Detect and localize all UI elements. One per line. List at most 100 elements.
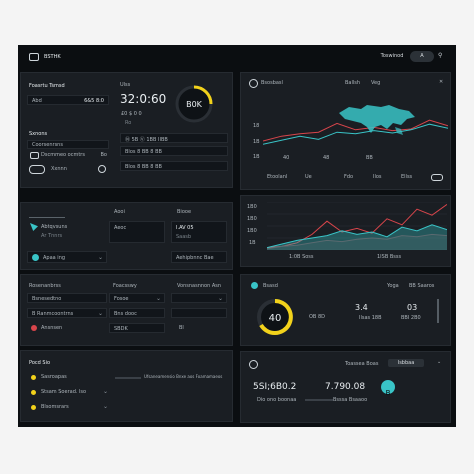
list-title: Sxnons: [29, 131, 48, 137]
trend-series-area-3: [267, 234, 447, 250]
y-label-1: 18: [253, 123, 260, 129]
list-row-3[interactable]: Xxnnn: [27, 165, 109, 174]
food-dot-icon: [31, 375, 36, 380]
legend-item-2[interactable]: Ue: [305, 174, 312, 180]
app-logo-icon: [29, 53, 39, 61]
food-value: Ufsaneamensio Bnxe aos Foamamaeos: [144, 374, 223, 379]
stats-big-2-sub: Bsssa Bsaaoo: [333, 397, 368, 403]
gauge-val-2-sub: BBI 2B0: [401, 315, 421, 321]
resource-right-2[interactable]: [171, 308, 227, 318]
legend-item-4[interactable]: Ilos: [373, 174, 382, 180]
overview-row-1[interactable]: Abd 6&5 8:0: [27, 95, 109, 105]
y-label-3: 1B: [253, 154, 260, 160]
food-panel: Pocd Sio Sasroapas Ufsaneamensio Bnxe ao…: [20, 350, 233, 422]
trend-series-area-2: [267, 224, 447, 250]
resource-mid-3[interactable]: SBDK: [109, 323, 165, 333]
item-sub: Ar Tnnrs: [41, 233, 63, 239]
gauge-val-1: 3.4: [355, 303, 368, 312]
continent-shape: [395, 127, 403, 135]
settings-icon[interactable]: ⚲: [438, 52, 443, 59]
resource-row-1[interactable]: Bsnesedtno: [27, 293, 107, 303]
map-series-line-2: [263, 123, 448, 145]
map-series-line-1: [263, 119, 448, 142]
item-right-label: Aehipbnnc Bae: [176, 255, 214, 261]
time-label: Ulss: [120, 82, 131, 88]
side-row-1[interactable]: Ⓝ 5B Ⓥ 1BB IIBB: [120, 133, 228, 143]
stats-badge[interactable]: B: [381, 380, 395, 397]
status-dot-icon: [32, 254, 39, 261]
sub-value: £0 $ 0 0: [121, 111, 142, 117]
gauge-panel-title: Bsasd: [263, 283, 278, 289]
stats-badge-label: B: [385, 389, 391, 397]
agents-left-title: Aooi: [114, 209, 125, 215]
resources-panel: Rosenanbrss Foacsswy Vonsnasnnon Asn Bsn…: [20, 274, 233, 346]
food-progress: [115, 377, 141, 379]
gauge-head-1: Yoga: [387, 283, 399, 289]
resource-mid-1[interactable]: Fosoe ⌄: [109, 293, 165, 303]
gauge-val-1-sub: Ilsas 18B: [359, 315, 382, 321]
close-icon[interactable]: ✕: [439, 79, 444, 85]
food-row-1[interactable]: Sasroapas Ufsaneamensio Bnxe aos Foamama…: [27, 373, 227, 383]
globe-icon: [249, 79, 258, 88]
map-legend: Etoolanl Ue Fdo Ilos Ellss: [249, 173, 449, 183]
trend-y-4: 1B: [249, 240, 256, 246]
overview-title: Foasrtu Tsmsd: [29, 83, 65, 89]
stats-top-button[interactable]: Isbbaa: [388, 359, 424, 367]
bike-icon: [29, 165, 45, 174]
list-row-2[interactable]: Dscmmeo ocmtrs Bo: [27, 151, 109, 160]
item-2[interactable]: Apaa ing ⌄: [27, 251, 107, 263]
gauge-arc: [193, 85, 213, 105]
resource-mid: Fosoe: [114, 296, 129, 302]
side-row-3[interactable]: Blos 8 BB 8 BB: [120, 161, 228, 171]
stats-arrow-icon[interactable]: ⌄: [437, 359, 442, 365]
y-label-2: 1B: [253, 139, 260, 145]
resource-mid: SBDK: [114, 326, 128, 332]
item-2-right[interactable]: Aehipbnnc Bae: [171, 251, 227, 263]
trend-panel: 1B0 1B0 1B0 1B 1:0B Soss 1ISB Bsss: [240, 195, 451, 267]
gauge-val-2: 03: [407, 303, 418, 312]
clock-icon: [249, 360, 258, 369]
resource-row-2[interactable]: B Ranmcoontrns ⌄: [27, 308, 107, 318]
resource-mid-2[interactable]: Bns dooc: [109, 308, 165, 318]
item-label: Apaa ing: [43, 255, 66, 261]
chevron-down-icon: ⌄: [155, 295, 161, 302]
legend-item-3[interactable]: Fdo: [344, 174, 354, 180]
chevron-down-icon: ⌄: [217, 295, 223, 302]
side-row-label: Ⓝ 5B Ⓥ 1BB IIBB: [125, 137, 168, 143]
list-row-value: Bo: [100, 152, 108, 158]
side-row-label: Blos 8 BB 8 BB: [125, 149, 162, 155]
map-title: Bsosbasl: [261, 80, 283, 86]
heart-icon: [31, 325, 37, 331]
stats-big-2: 7.790.08: [325, 382, 366, 392]
resource-mid: Bns dooc: [114, 311, 137, 317]
side-row-2[interactable]: Blos 8 BB 8 BB: [120, 146, 228, 156]
stats-progress-1: [305, 399, 333, 401]
resource-row-3[interactable]: Ansnsen: [27, 323, 107, 333]
list-row-1[interactable]: Coorsenrsns: [27, 140, 109, 149]
continent-shape: [339, 105, 415, 133]
side-row-label: Blos 8 BB 8 BB: [125, 164, 162, 170]
food-dot-icon: [31, 390, 36, 395]
item-1[interactable]: Abtqvsuns Ar Tnnrs: [27, 223, 107, 243]
vertical-bar: [437, 299, 439, 323]
resources-right-title: Vonsnasnnon Asn: [177, 283, 222, 289]
right-card[interactable]: I.AV 05 Saasb: [171, 221, 227, 243]
food-row-3[interactable]: Blsomsrars ⌄: [27, 403, 227, 413]
legend-item-5[interactable]: Ellss: [401, 174, 413, 180]
mid-card[interactable]: Aeoc: [109, 221, 165, 243]
gauge-text: B0K: [186, 100, 203, 109]
legend-item-1[interactable]: Etoolanl: [267, 174, 288, 180]
trend-bottom-left: 1:0B Soss: [289, 254, 314, 260]
resource-right-1[interactable]: ⌄: [171, 293, 227, 303]
user-menu-button[interactable]: Toswinod: [380, 53, 404, 59]
resource-right-3: Bl: [179, 325, 184, 331]
radio-icon[interactable]: [98, 165, 106, 173]
map-top-item-2[interactable]: Veg: [371, 80, 381, 86]
location-icon: [251, 282, 258, 289]
food-row-2[interactable]: Stsam Soerad. lso ⌄: [27, 388, 227, 398]
right-card-label: I.AV 05: [176, 225, 194, 231]
stats-top-label: Toassea Boas: [345, 361, 379, 367]
toggle-button[interactable]: A: [410, 51, 434, 62]
trend-y-3: 1B0: [247, 228, 257, 234]
map-top-item-1[interactable]: Ballsh: [345, 80, 361, 86]
